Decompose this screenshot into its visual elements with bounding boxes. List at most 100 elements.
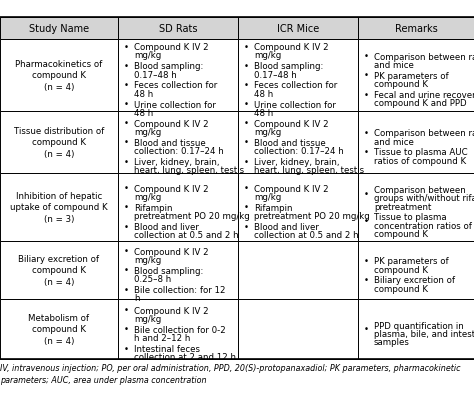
- Bar: [118, 18, 238, 40]
- Text: collection: 0.17–24 h: collection: 0.17–24 h: [134, 147, 224, 156]
- Bar: [0, 299, 118, 359]
- Text: samples: samples: [374, 337, 410, 347]
- Text: pretreatment PO 20 mg/kg: pretreatment PO 20 mg/kg: [134, 212, 250, 221]
- Text: •: •: [364, 90, 368, 100]
- Text: Biliary excretion of: Biliary excretion of: [374, 276, 455, 285]
- Text: mg/kg: mg/kg: [254, 192, 281, 202]
- Bar: [358, 173, 474, 242]
- Text: •: •: [124, 306, 128, 314]
- Text: •: •: [364, 128, 368, 138]
- Text: Intestinal feces: Intestinal feces: [134, 344, 200, 353]
- Text: Fecal and urine recovery of: Fecal and urine recovery of: [374, 91, 474, 100]
- Text: Liver, kidney, brain,: Liver, kidney, brain,: [254, 158, 339, 167]
- Text: h: h: [134, 294, 139, 303]
- Text: •: •: [364, 148, 368, 157]
- Text: •: •: [244, 62, 248, 71]
- Text: •: •: [244, 222, 248, 231]
- Text: Compound K IV 2: Compound K IV 2: [134, 43, 209, 52]
- Bar: [238, 40, 358, 112]
- Text: •: •: [364, 256, 368, 265]
- Text: mg/kg: mg/kg: [134, 128, 161, 137]
- Text: Blood sampling:: Blood sampling:: [134, 62, 203, 71]
- Text: Comparison between rats: Comparison between rats: [374, 129, 474, 138]
- Text: •: •: [244, 43, 248, 52]
- Bar: [358, 242, 474, 299]
- Bar: [358, 18, 474, 40]
- Text: mg/kg: mg/kg: [134, 255, 161, 264]
- Text: collection at 2 and 12 h: collection at 2 and 12 h: [134, 353, 236, 361]
- Text: Feces collection for: Feces collection for: [134, 81, 217, 90]
- Text: Comparison between: Comparison between: [374, 185, 466, 195]
- Bar: [0, 18, 118, 40]
- Text: Compound K IV 2: Compound K IV 2: [254, 43, 328, 52]
- Text: Liver, kidney, brain,: Liver, kidney, brain,: [134, 158, 219, 167]
- Bar: [358, 112, 474, 173]
- Bar: [0, 112, 118, 173]
- Text: 48 h: 48 h: [254, 90, 273, 99]
- Text: Metabolism of
compound K
(n = 4): Metabolism of compound K (n = 4): [28, 313, 90, 345]
- Text: PK parameters of: PK parameters of: [374, 256, 448, 266]
- Bar: [118, 173, 238, 242]
- Bar: [358, 299, 474, 359]
- Text: •: •: [244, 100, 248, 109]
- Text: mg/kg: mg/kg: [134, 51, 161, 60]
- Bar: [118, 299, 238, 359]
- Text: Compound K IV 2: Compound K IV 2: [134, 306, 209, 315]
- Text: •: •: [124, 119, 128, 128]
- Text: mg/kg: mg/kg: [254, 128, 281, 137]
- Text: Bile collection for 0-2: Bile collection for 0-2: [134, 325, 226, 334]
- Text: Blood and tissue: Blood and tissue: [254, 138, 326, 147]
- Text: 0.17–48 h: 0.17–48 h: [134, 70, 177, 79]
- Text: •: •: [124, 81, 128, 90]
- Text: Blood and liver: Blood and liver: [254, 223, 319, 232]
- Text: Urine collection for: Urine collection for: [134, 100, 216, 109]
- Text: pretreatment PO 20 mg/kg: pretreatment PO 20 mg/kg: [254, 212, 370, 221]
- Text: •: •: [244, 138, 248, 147]
- Text: Inhibition of hepatic
uptake of compound K
(n = 3): Inhibition of hepatic uptake of compound…: [10, 192, 108, 223]
- Text: •: •: [124, 325, 128, 334]
- Text: •: •: [124, 184, 128, 193]
- Bar: [238, 299, 358, 359]
- Text: •: •: [364, 189, 368, 198]
- Text: compound K: compound K: [374, 284, 428, 293]
- Text: 48 h: 48 h: [254, 109, 273, 118]
- Text: Compound K IV 2: Compound K IV 2: [134, 119, 209, 128]
- Text: Rifampin: Rifampin: [254, 203, 292, 212]
- Text: compound K: compound K: [374, 265, 428, 274]
- Text: mg/kg: mg/kg: [134, 314, 161, 323]
- Text: and mice: and mice: [374, 61, 414, 70]
- Text: •: •: [124, 266, 128, 275]
- Text: Blood and tissue: Blood and tissue: [134, 138, 206, 147]
- Text: •: •: [124, 344, 128, 353]
- Text: Rifampin: Rifampin: [134, 203, 173, 212]
- Text: Remarks: Remarks: [395, 24, 438, 34]
- Text: mg/kg: mg/kg: [254, 51, 281, 60]
- Text: concentration ratios of: concentration ratios of: [374, 221, 472, 230]
- Bar: [0, 242, 118, 299]
- Text: •: •: [124, 100, 128, 109]
- Text: •: •: [124, 157, 128, 166]
- Text: •: •: [124, 138, 128, 147]
- Text: IV, intravenous injection; PO, per oral administration, PPD, 20(S)-protopanaxadi: IV, intravenous injection; PO, per oral …: [0, 363, 461, 384]
- Bar: [0, 40, 118, 112]
- Text: compound K: compound K: [374, 230, 428, 239]
- Text: 48 h: 48 h: [134, 90, 153, 99]
- Text: and mice: and mice: [374, 137, 414, 146]
- Text: Pharmacokinetics of
compound K
(n = 4): Pharmacokinetics of compound K (n = 4): [15, 60, 103, 91]
- Text: •: •: [244, 119, 248, 128]
- Text: •: •: [124, 203, 128, 212]
- Bar: [118, 112, 238, 173]
- Text: Compound K IV 2: Compound K IV 2: [254, 184, 328, 193]
- Text: •: •: [124, 247, 128, 256]
- Text: Feces collection for: Feces collection for: [254, 81, 337, 90]
- Text: •: •: [364, 325, 368, 334]
- Text: Bile collection: for 12: Bile collection: for 12: [134, 285, 226, 294]
- Text: •: •: [244, 184, 248, 193]
- Bar: [238, 18, 358, 40]
- Text: Blood and liver: Blood and liver: [134, 223, 199, 232]
- Text: PK parameters of: PK parameters of: [374, 71, 448, 81]
- Text: Tissue to plasma AUC: Tissue to plasma AUC: [374, 148, 468, 157]
- Text: Comparison between rats: Comparison between rats: [374, 52, 474, 62]
- Text: Biliary excretion of
compound K
(n = 4): Biliary excretion of compound K (n = 4): [18, 255, 100, 286]
- Bar: [238, 242, 358, 299]
